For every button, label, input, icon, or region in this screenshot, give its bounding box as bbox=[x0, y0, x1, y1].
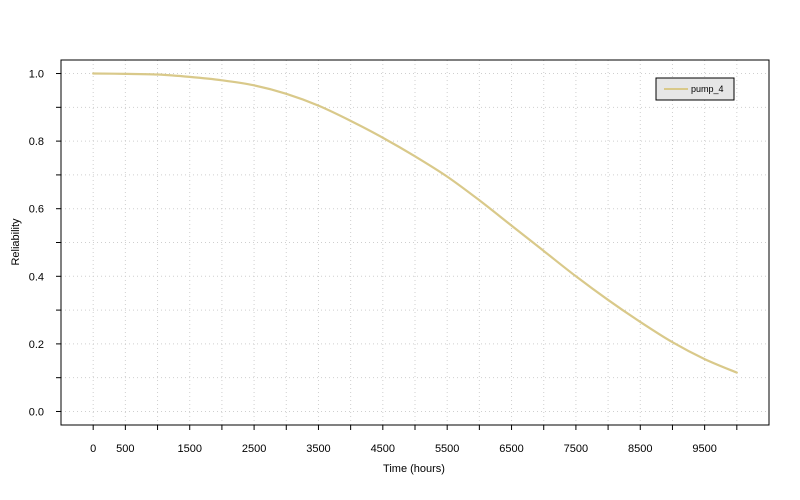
y-tick-label: 0.6 bbox=[29, 204, 44, 216]
x-tick-label: 4500 bbox=[371, 443, 395, 455]
y-tick-label: 0.4 bbox=[29, 271, 44, 283]
series-layer bbox=[92, 72, 738, 374]
x-tick-label: 8500 bbox=[628, 443, 652, 455]
x-tick-label: 1500 bbox=[177, 443, 201, 455]
y-tick-label: 1.0 bbox=[29, 69, 44, 81]
x-tick-label: 9500 bbox=[692, 443, 716, 455]
x-tick-label: 6500 bbox=[499, 443, 523, 455]
x-tick-label: 5500 bbox=[435, 443, 459, 455]
y-axis: 0.0 0.2 0.4 0.6 0.8 1.0 bbox=[29, 69, 61, 418]
legend-box bbox=[655, 77, 735, 101]
series-line-pump-4 bbox=[92, 72, 738, 374]
x-tick-label: 7500 bbox=[564, 443, 588, 455]
x-tick-label: 2500 bbox=[242, 443, 266, 455]
y-tick-label: 0.2 bbox=[29, 339, 44, 351]
x-tick-label: 500 bbox=[116, 443, 134, 455]
x-axis-title: Time (hours) bbox=[383, 463, 445, 475]
y-tick-label: 0.8 bbox=[29, 136, 44, 148]
legend: pump_4 bbox=[655, 77, 735, 101]
legend-label: pump_4 bbox=[691, 84, 724, 94]
y-axis-title: Reliability bbox=[10, 218, 22, 266]
y-tick-label: 0.0 bbox=[29, 406, 44, 418]
x-axis: 0 500 1500 2500 3500 4500 5500 6500 7500 8500 9500 bbox=[90, 425, 738, 455]
x-tick-label: 0 bbox=[90, 443, 96, 455]
x-tick-label: 3500 bbox=[306, 443, 330, 455]
